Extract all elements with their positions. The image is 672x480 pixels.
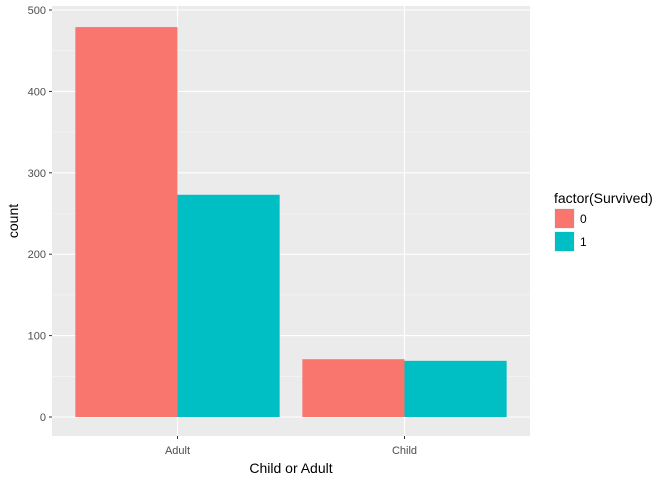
bars <box>75 27 507 418</box>
legend-key-swatch <box>555 232 574 251</box>
y-tick-label: 100 <box>28 331 46 343</box>
y-tick-label: 400 <box>28 86 46 98</box>
legend: factor(Survived) 0 1 <box>554 190 653 252</box>
x-tick-label: Child <box>392 445 417 457</box>
y-tick-label: 0 <box>40 412 46 424</box>
bar-adult-series-1 <box>177 194 280 417</box>
bar-adult-series-0 <box>75 27 178 418</box>
y-axis-title: count <box>5 204 21 238</box>
legend-label: 0 <box>580 212 587 226</box>
y-tick-label: 500 <box>28 5 46 17</box>
y-tick-label: 300 <box>28 168 46 180</box>
bar-child-series-0 <box>302 359 405 417</box>
bar-child-series-1 <box>404 360 507 417</box>
y-axis: 0 100 200 300 400 500 <box>28 5 52 424</box>
x-tick-label: Adult <box>165 445 190 457</box>
y-tick-label: 200 <box>28 249 46 261</box>
legend-key-swatch <box>555 209 574 228</box>
legend-label: 1 <box>580 235 587 249</box>
x-axis: Adult Child <box>165 436 417 457</box>
x-axis-title: Child or Adult <box>249 460 332 476</box>
legend-title: factor(Survived) <box>554 190 653 206</box>
